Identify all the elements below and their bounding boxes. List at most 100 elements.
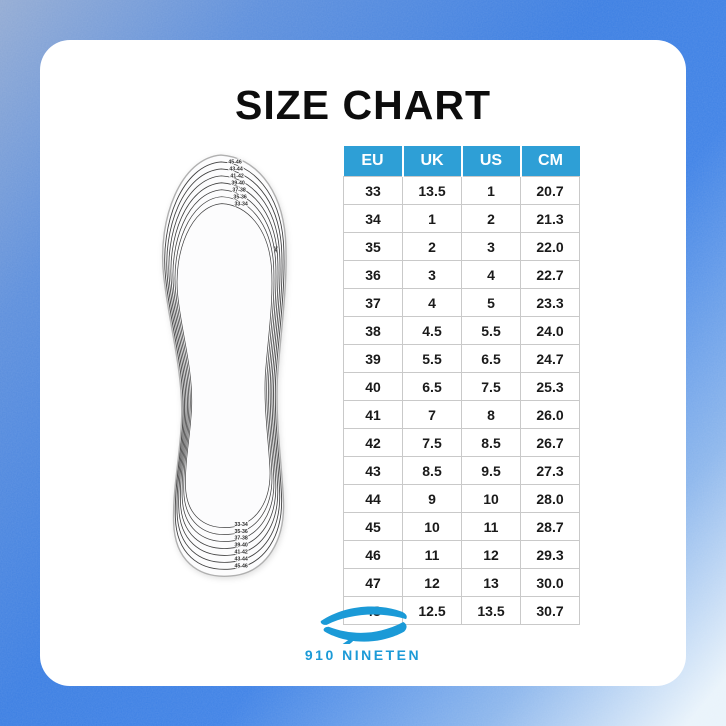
table-row: 35 2 3 22.0 [343,232,580,261]
brand-swoosh-icon [320,606,407,644]
table-cell: 4.5 [402,316,462,345]
table-cell: 12 [402,568,462,597]
table-cell: 21.3 [520,204,580,233]
table-cell: 22.0 [520,232,580,261]
table-cell: 1 [461,176,521,205]
toe-size-label: 35-36 [233,194,246,200]
heel-size-label: 43-44 [234,557,247,563]
table-cell: 28.0 [520,484,580,513]
table-cell: 9.5 [461,456,521,485]
table-cell: 41 [343,400,403,429]
table-cell: 29.3 [520,540,580,569]
table-cell: 39 [343,344,403,373]
table-cell: 4 [461,260,521,289]
table-cell: 27.3 [520,456,580,485]
table-row: 40 6.5 7.5 25.3 [343,372,580,401]
heel-size-label: 35-36 [234,529,247,535]
table-cell: 40 [343,372,403,401]
toe-size-label: 41-42 [230,173,243,179]
table-row: 46 11 12 29.3 [343,540,580,569]
table-cell: 6.5 [461,344,521,373]
table-row: 36 3 4 22.7 [343,260,580,289]
table-cell: 25.3 [520,372,580,401]
heel-size-label: 39-40 [234,543,247,549]
toe-size-label: 39-40 [231,180,244,186]
table-cell: 42 [343,428,403,457]
table-cell: 23.3 [520,288,580,317]
table-cell: 4 [402,288,462,317]
size-table-header: EU UK US CM [343,146,580,177]
table-cell: 2 [402,232,462,261]
column-header: UK [401,146,462,177]
table-cell: 34 [343,204,403,233]
table-row: 39 5.5 6.5 24.7 [343,344,580,373]
table-cell: 26.0 [520,400,580,429]
heel-size-label: 41-42 [234,550,247,556]
table-cell: 10 [402,512,462,541]
scissors-icon: ✂ [270,246,280,254]
table-cell: 3 [461,232,521,261]
table-cell: 47 [343,568,403,597]
column-header: CM [519,146,580,177]
table-cell: 13.5 [402,176,462,205]
table-cell: 37 [343,288,403,317]
table-cell: 8 [461,400,521,429]
toe-size-label: 45-46 [228,160,241,166]
table-cell: 28.7 [520,512,580,541]
heel-size-label: 45-46 [234,564,247,570]
table-cell: 3 [402,260,462,289]
table-row: 33 13.5 1 20.7 [343,176,580,205]
insole-illustration: 45-46 43-44 41-42 39-40 37-38 35-36 33-3… [161,154,287,577]
table-cell: 33 [343,176,403,205]
table-cell: 13.5 [461,596,521,625]
table-cell: 35 [343,232,403,261]
table-row: 43 8.5 9.5 27.3 [343,456,580,485]
table-cell: 24.7 [520,344,580,373]
table-cell: 10 [461,484,521,513]
table-row: 37 4 5 23.3 [343,288,580,317]
toe-size-label: 33-34 [234,201,247,207]
size-table: EU UK US CM 33 13.5 1 20.7 34 1 2 21.3 35 2 3 22.0 36 3 4… [343,146,580,625]
table-cell: 11 [461,512,521,541]
table-cell: 8.5 [461,428,521,457]
table-cell: 1 [402,204,462,233]
toe-size-label: 43-44 [229,167,242,173]
brand-name: 910 NINETEN [304,647,422,663]
table-cell: 22.7 [520,260,580,289]
size-table-body: 33 13.5 1 20.7 34 1 2 21.3 35 2 3 22.0 36 3 4 22.7 37 4 5 2… [343,176,580,625]
brand-logo: 910 NINETEN [0,600,726,663]
table-cell: 24.0 [520,316,580,345]
size-table-container: EU UK US CM 33 13.5 1 20.7 34 1 2 21.3 35 2 3 22.0 36 3 4… [343,146,580,625]
table-cell: 36 [343,260,403,289]
table-cell: 12 [461,540,521,569]
table-cell: 9 [402,484,462,513]
table-cell: 7.5 [461,372,521,401]
table-cell: 45 [343,512,403,541]
table-row: 45 10 11 28.7 [343,512,580,541]
table-cell: 5.5 [461,316,521,345]
heel-size-labels: 33-34 35-36 37-38 39-40 41-42 43-44 45-4… [233,521,248,571]
table-cell: 13 [461,568,521,597]
table-cell: 46 [343,540,403,569]
table-cell: 26.7 [520,428,580,457]
toe-size-label: 37-38 [232,187,245,193]
table-cell: 20.7 [520,176,580,205]
table-cell: 7 [402,400,462,429]
table-cell: 2 [461,204,521,233]
table-cell: 5.5 [402,344,462,373]
table-row: 34 1 2 21.3 [343,204,580,233]
table-row: 47 12 13 30.0 [343,568,580,597]
table-cell: 11 [402,540,462,569]
table-row: 44 9 10 28.0 [343,484,580,513]
table-cell: 5 [461,288,521,317]
heel-size-label: 37-38 [234,536,247,542]
table-cell: 30.0 [520,568,580,597]
toe-size-labels: 45-46 43-44 41-42 39-40 37-38 35-36 33-3… [227,159,249,209]
heel-size-label: 33-34 [234,522,247,528]
table-cell: 30.7 [520,596,580,625]
table-row: 38 4.5 5.5 24.0 [343,316,580,345]
table-cell: 38 [343,316,403,345]
page-title: SIZE CHART [235,82,491,128]
table-cell: 43 [343,456,403,485]
